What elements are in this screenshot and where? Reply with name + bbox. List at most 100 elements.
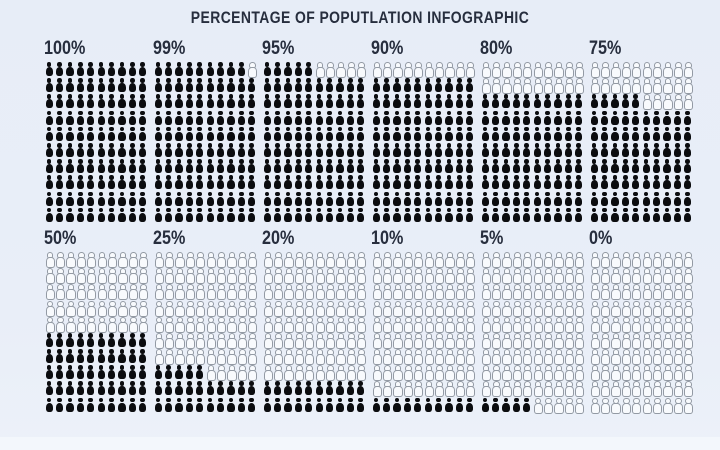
person-icon-outline xyxy=(492,381,502,398)
person-icon-filled xyxy=(523,94,531,109)
person-icon-filled xyxy=(346,175,355,190)
person-icon-filled xyxy=(601,191,609,206)
person-icon-filled xyxy=(403,126,412,141)
person-icon-outline xyxy=(455,381,466,398)
person-icon-outline xyxy=(414,268,424,285)
person-icon-outline xyxy=(274,268,284,285)
person-icon-outline xyxy=(455,332,466,349)
person-icon-filled xyxy=(108,94,116,109)
person-icon-outline xyxy=(66,268,76,285)
person-icon-filled xyxy=(87,207,95,222)
person-icon-filled xyxy=(206,143,214,158)
person-icon-outline xyxy=(227,251,237,268)
person-icon-filled xyxy=(455,397,464,412)
percent-label: 5% xyxy=(480,227,504,249)
person-icon-outline xyxy=(601,381,611,398)
person-icon-outline xyxy=(632,332,642,349)
person-icon-outline xyxy=(196,268,206,285)
person-icon-outline xyxy=(533,381,544,398)
person-icon-outline xyxy=(544,284,554,301)
person-icon-filled xyxy=(66,143,74,158)
person-icon-filled xyxy=(45,94,53,109)
person-icon-outline xyxy=(346,62,357,79)
person-icon-filled xyxy=(424,207,432,222)
person-icon-outline xyxy=(326,300,336,317)
person-icon-outline xyxy=(601,78,611,95)
person-icon-filled xyxy=(424,143,432,158)
person-icon-filled xyxy=(414,78,422,93)
person-icon-filled xyxy=(284,397,292,412)
person-icon-filled xyxy=(564,207,573,222)
person-icon-outline xyxy=(118,268,128,285)
person-icon-outline xyxy=(684,284,694,301)
person-icon-outline xyxy=(590,284,601,301)
person-icon-filled xyxy=(66,397,74,412)
person-icon-outline xyxy=(684,316,694,333)
person-icon-outline xyxy=(217,349,227,366)
person-icon-outline xyxy=(601,268,611,285)
person-icon-filled xyxy=(206,397,214,412)
person-icon-outline xyxy=(466,300,476,317)
person-icon-filled xyxy=(45,110,53,125)
person-icon-outline xyxy=(185,251,196,268)
person-icon-outline xyxy=(185,349,196,366)
person-icon-filled xyxy=(175,365,183,380)
person-icon-filled xyxy=(87,381,95,396)
person-icon-outline xyxy=(237,268,248,285)
person-icon-filled xyxy=(139,78,147,93)
person-icon-outline xyxy=(590,251,601,268)
person-icon-filled xyxy=(108,159,116,174)
person-icon-filled xyxy=(523,110,531,125)
person-icon-outline xyxy=(372,349,383,366)
person-icon-filled xyxy=(445,207,453,222)
person-icon-outline xyxy=(575,78,585,95)
person-icon-filled xyxy=(185,175,194,190)
person-icon-filled xyxy=(590,94,598,109)
person-icon-outline xyxy=(435,62,445,79)
person-icon-filled xyxy=(248,143,256,158)
person-icon-filled xyxy=(76,126,85,141)
person-icon-outline xyxy=(590,365,601,382)
person-icon-outline xyxy=(227,300,237,317)
person-icon-filled xyxy=(217,381,225,396)
person-icon-filled xyxy=(673,175,682,190)
person-icon-outline xyxy=(554,78,564,95)
person-icon-filled xyxy=(445,159,453,174)
person-icon-outline xyxy=(424,316,435,333)
person-icon-outline xyxy=(523,78,533,95)
person-icon-outline xyxy=(315,365,326,382)
person-icon-filled xyxy=(372,110,380,125)
person-icon-outline xyxy=(621,349,632,366)
person-icon-filled xyxy=(128,191,137,206)
person-icon-outline xyxy=(76,300,87,317)
person-icon-filled xyxy=(455,78,464,93)
person-icon-outline xyxy=(346,300,357,317)
person-icon-outline xyxy=(237,251,248,268)
person-icon-filled xyxy=(336,143,344,158)
person-icon-filled xyxy=(466,397,474,412)
person-icon-filled xyxy=(237,126,246,141)
person-icon-outline xyxy=(632,62,642,79)
person-icon-filled xyxy=(684,159,692,174)
person-icon-outline xyxy=(590,397,601,414)
person-icon-outline xyxy=(274,316,284,333)
person-icon-filled xyxy=(512,94,521,109)
person-icon-filled xyxy=(128,397,137,412)
person-icon-outline xyxy=(523,365,533,382)
person-icon-outline xyxy=(315,268,326,285)
person-icon-filled xyxy=(263,110,271,125)
person-icon-outline xyxy=(601,397,611,414)
person-icon-outline xyxy=(326,284,336,301)
person-icon-filled xyxy=(108,110,116,125)
person-icon-outline xyxy=(502,365,512,382)
person-icon-outline xyxy=(481,251,492,268)
person-icon-filled xyxy=(45,126,53,141)
person-icon-outline xyxy=(663,284,673,301)
person-icon-filled xyxy=(165,397,173,412)
percent-block-90: 90% xyxy=(371,39,476,223)
percent-block-20: 20% xyxy=(262,228,367,413)
person-icon-filled xyxy=(326,397,334,412)
person-icon-filled xyxy=(533,207,541,222)
person-icon-outline xyxy=(284,284,294,301)
person-icon-outline xyxy=(523,332,533,349)
